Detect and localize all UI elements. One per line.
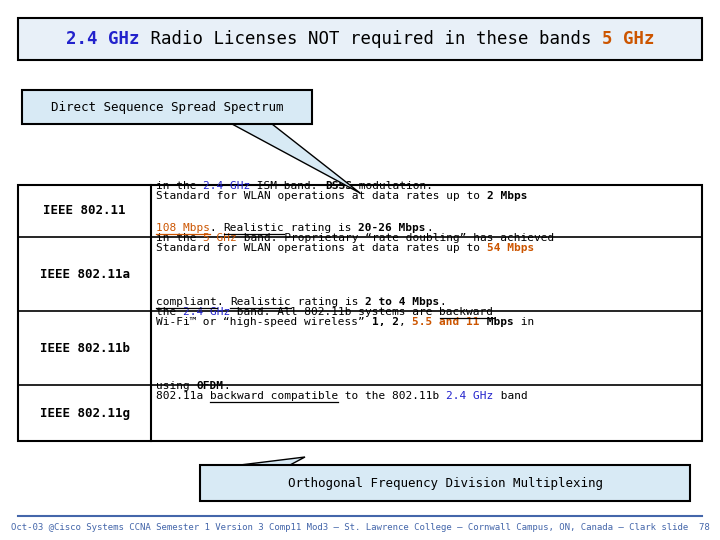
Text: 1, 2: 1, 2 <box>372 317 399 327</box>
Text: Oct-03 @Cisco Systems CCNA Semester 1 Version 3 Comp11 Mod3 – St. Lawrence Colle: Oct-03 @Cisco Systems CCNA Semester 1 Ve… <box>11 523 709 532</box>
Text: 2.4 GHz: 2.4 GHz <box>183 307 230 317</box>
Text: 2.4 GHz: 2.4 GHz <box>66 30 140 48</box>
Text: or “high-speed wireless”: or “high-speed wireless” <box>197 317 372 327</box>
Text: compliant: compliant <box>156 297 217 307</box>
Text: using: using <box>156 381 197 391</box>
FancyBboxPatch shape <box>200 465 690 501</box>
Text: 2.4 GHz: 2.4 GHz <box>446 391 493 401</box>
Text: band: band <box>493 391 527 401</box>
Text: Mbps: Mbps <box>480 317 514 327</box>
Text: 2 to 4 Mbps: 2 to 4 Mbps <box>365 297 439 307</box>
Text: in the: in the <box>156 233 203 243</box>
Text: modulation.: modulation. <box>352 181 433 191</box>
Text: .: . <box>217 297 230 307</box>
Text: IEEE 802.11g: IEEE 802.11g <box>40 407 130 420</box>
Text: 108 Mbps: 108 Mbps <box>156 223 210 233</box>
Text: 54 Mbps: 54 Mbps <box>487 243 534 253</box>
Polygon shape <box>232 124 360 193</box>
Text: ,: , <box>399 317 413 327</box>
Text: .: . <box>223 381 230 391</box>
Text: band. Proprietary “rate doubling” has achieved: band. Proprietary “rate doubling” has ac… <box>237 233 554 243</box>
Text: in the: in the <box>156 181 203 191</box>
Text: 5 GHz: 5 GHz <box>601 30 654 48</box>
Text: Radio Licenses NOT required in these bands: Radio Licenses NOT required in these ban… <box>140 30 601 48</box>
Text: OFDM: OFDM <box>197 381 223 391</box>
Text: IEEE 802.11b: IEEE 802.11b <box>40 341 130 354</box>
Text: in: in <box>514 317 534 327</box>
Text: .: . <box>210 223 223 233</box>
FancyBboxPatch shape <box>22 90 312 124</box>
Text: 20-26 Mbps: 20-26 Mbps <box>359 223 426 233</box>
Bar <box>18 185 702 441</box>
Text: IEEE 802.11: IEEE 802.11 <box>43 205 126 218</box>
Text: DSSS: DSSS <box>325 181 352 191</box>
Text: .: . <box>426 223 433 233</box>
Text: 2 Mbps: 2 Mbps <box>487 191 527 201</box>
Text: 802.11a: 802.11a <box>156 391 210 401</box>
Text: the: the <box>156 307 183 317</box>
Text: .: . <box>439 297 446 307</box>
Text: 5.5 and 11: 5.5 and 11 <box>413 317 480 327</box>
Text: band. All 802.11b systems are: band. All 802.11b systems are <box>230 307 439 317</box>
Text: backward: backward <box>439 307 493 317</box>
Text: to the 802.11b: to the 802.11b <box>338 391 446 401</box>
Text: Realistic: Realistic <box>230 297 291 307</box>
Text: Orthogonal Frequency Division Multiplexing: Orthogonal Frequency Division Multiplexi… <box>287 476 603 489</box>
Text: Standard for WLAN operations at data rates up to: Standard for WLAN operations at data rat… <box>156 243 487 253</box>
Text: Wi-Fi™: Wi-Fi™ <box>156 317 197 327</box>
Text: rating is: rating is <box>284 223 359 233</box>
FancyBboxPatch shape <box>18 18 702 60</box>
Text: rating is: rating is <box>291 297 365 307</box>
Text: Realistic: Realistic <box>223 223 284 233</box>
Text: 2.4 GHz: 2.4 GHz <box>203 181 251 191</box>
Text: ISM band.: ISM band. <box>251 181 325 191</box>
Text: IEEE 802.11a: IEEE 802.11a <box>40 267 130 280</box>
Text: backward compatible: backward compatible <box>210 391 338 401</box>
Polygon shape <box>240 457 305 465</box>
Text: Standard for WLAN operations at data rates up to: Standard for WLAN operations at data rat… <box>156 191 487 201</box>
Text: 5 GHz: 5 GHz <box>203 233 237 243</box>
Text: Direct Sequence Spread Spectrum: Direct Sequence Spread Spectrum <box>50 100 283 113</box>
